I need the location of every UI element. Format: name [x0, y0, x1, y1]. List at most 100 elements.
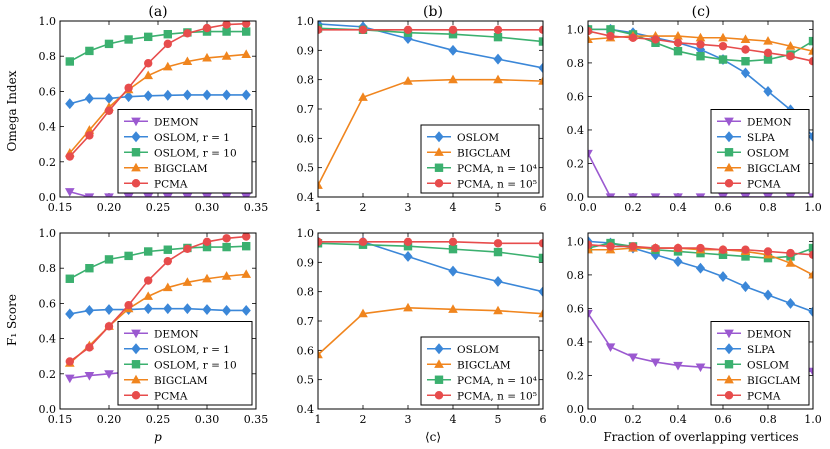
data-point [65, 308, 75, 320]
series-layer [64, 21, 252, 197]
y-tick-label: 0.6 [297, 344, 315, 357]
x-tick-label: 0.0 [579, 201, 597, 214]
x-tick-label: 4 [450, 201, 457, 214]
data-point [241, 49, 252, 59]
y-tick-label: 0.4 [297, 403, 315, 416]
data-point [538, 62, 543, 74]
series-layer [318, 21, 543, 189]
data-point [695, 193, 706, 197]
data-point [695, 262, 706, 274]
x-tick-label: 0.25 [146, 201, 171, 214]
data-point [222, 242, 231, 252]
y-tick-label: 0.2 [39, 368, 57, 381]
data-point [588, 240, 593, 249]
series-line [69, 53, 247, 154]
legend: DEMON OSLOM, r = 1 OSLOM, r = 10 BIGCLAM PCM… [117, 321, 253, 406]
data-point [448, 74, 458, 84]
data-point [202, 304, 212, 316]
legend: OSLOM BIGCLAM PCMA, n = 10⁴ PCMA, n = 10⁵ [420, 124, 540, 194]
data-point [628, 193, 638, 197]
data-point [221, 51, 232, 60]
legend-marker [131, 148, 141, 157]
x-tick-label: 0.6 [714, 413, 732, 426]
xlabel-c: ⟨c⟩ [425, 430, 441, 444]
data-point [403, 242, 413, 251]
data-point [221, 271, 232, 280]
data-point [673, 38, 683, 47]
data-point [673, 361, 683, 371]
data-point [740, 281, 751, 293]
data-point [123, 91, 134, 103]
data-point [182, 89, 193, 101]
data-point [163, 303, 173, 315]
data-point [104, 106, 114, 115]
data-point [763, 289, 773, 301]
data-point [588, 309, 593, 319]
data-point [241, 304, 251, 316]
data-point [202, 237, 212, 246]
data-point [763, 247, 773, 256]
y-tick-label: 1.0 [39, 15, 57, 28]
x-tick-label: 0.4 [669, 201, 687, 214]
data-point [104, 322, 114, 331]
y-tick-label: 0.4 [297, 191, 315, 204]
data-point [785, 41, 796, 50]
data-point [605, 193, 616, 197]
data-point [84, 371, 95, 381]
y-tick-label: 0.0 [567, 403, 585, 416]
x-tick-label: 3 [405, 201, 412, 214]
series-line [69, 22, 247, 158]
x-tick-label: 0.20 [97, 413, 122, 426]
legend-marker [724, 179, 734, 188]
data-point [673, 46, 683, 56]
y-tick-label: 0.8 [567, 269, 585, 282]
data-point [403, 302, 413, 312]
data-point [696, 52, 705, 61]
legend-marker [724, 360, 734, 369]
data-point [143, 291, 154, 300]
data-point [241, 89, 251, 101]
y-tick-label: 0.2 [567, 369, 585, 382]
legend-marker [434, 179, 444, 188]
data-point [785, 258, 796, 267]
axes-frame [587, 20, 814, 198]
data-point [403, 76, 413, 85]
ylabel-omega: Omega Index [5, 70, 19, 151]
data-point [763, 55, 773, 64]
data-point [628, 33, 638, 42]
legend-label: OSLOM [747, 359, 789, 371]
legend-label: BIGCLAM [154, 375, 208, 387]
legend-marker [131, 391, 141, 400]
data-point [718, 32, 728, 42]
data-point [358, 237, 368, 246]
legend-marker [434, 343, 444, 355]
data-point [222, 21, 231, 29]
data-point [588, 34, 593, 44]
legend-marker [434, 131, 444, 143]
legend-label: DEMON [747, 328, 792, 340]
y-tick-label: 0.2 [567, 157, 585, 170]
series-line [318, 23, 543, 69]
data-point [144, 59, 153, 68]
data-point [808, 46, 813, 55]
y-tick-label: 1.0 [567, 235, 585, 248]
x-tick-label: 0.0 [579, 413, 597, 426]
xlabel-p: p [154, 430, 162, 444]
data-point [104, 39, 114, 49]
legend-marker [131, 329, 141, 339]
legend: DEMON SLPA OSLOM BIGCLAM PCMA [710, 109, 810, 194]
data-point [104, 304, 114, 316]
data-point [358, 92, 368, 101]
data-point [104, 255, 114, 264]
data-point [696, 40, 705, 49]
data-point [403, 25, 413, 34]
data-point [202, 193, 212, 197]
data-point [144, 32, 153, 42]
x-tick-label: 3 [405, 413, 412, 426]
data-point [740, 193, 751, 197]
series-line [318, 78, 543, 186]
legend-label: PCMA [747, 390, 781, 402]
data-point [493, 239, 503, 248]
data-point [588, 244, 593, 254]
data-point [84, 92, 95, 104]
